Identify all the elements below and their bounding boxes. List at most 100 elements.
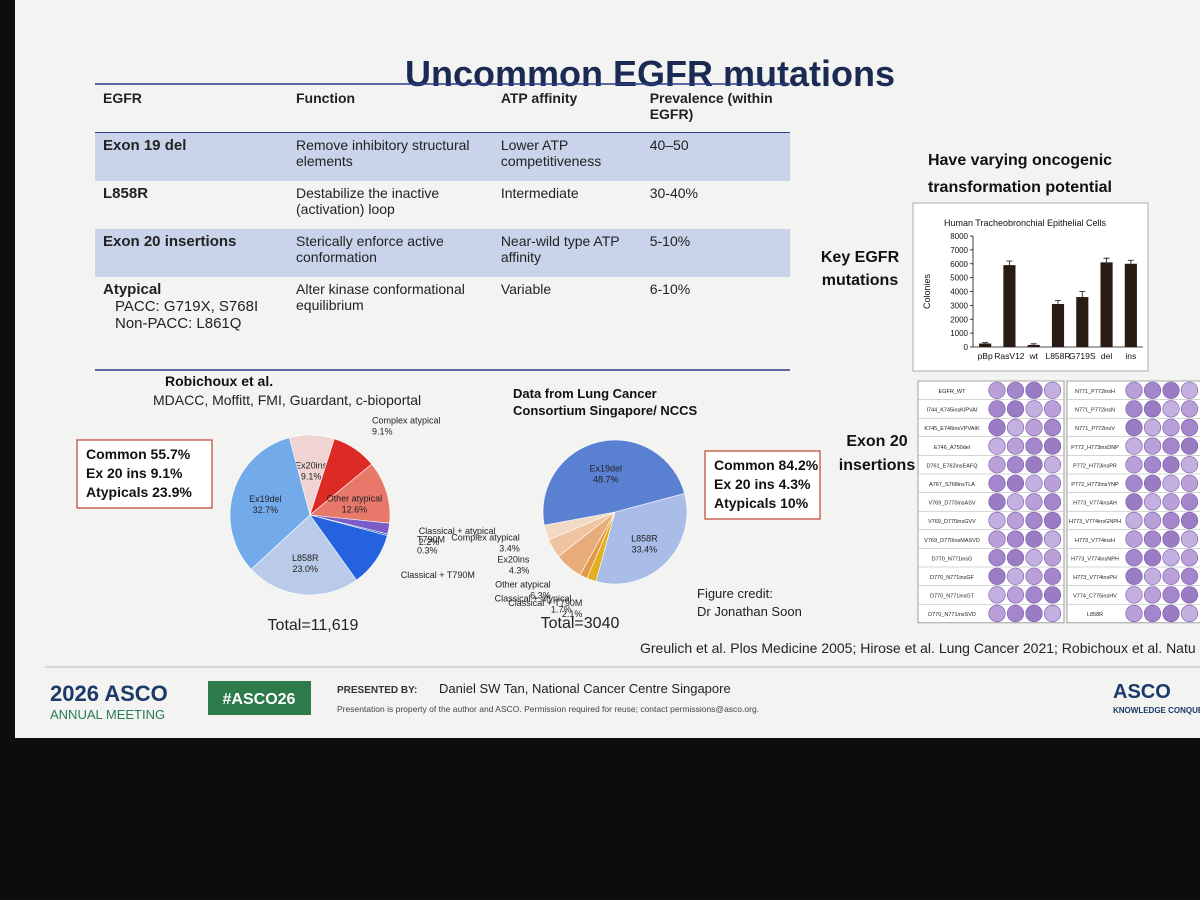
hashtag-box xyxy=(208,681,311,715)
plate-label: E746_A750del xyxy=(934,445,970,451)
plate-label: V769_D770insASV xyxy=(928,501,975,507)
pie-slice xyxy=(595,492,688,585)
plate-well xyxy=(1143,400,1162,418)
plate-well xyxy=(1006,549,1025,567)
plate-label: D761_E762insEAFQ xyxy=(926,463,978,469)
plate-well xyxy=(1162,418,1180,437)
plate-well xyxy=(988,418,1006,437)
table-cell: Destabilize the inactive (activation) lo… xyxy=(296,185,440,217)
plate-well xyxy=(1143,567,1162,585)
plate-label: P772_H773insYNP xyxy=(1071,482,1119,488)
slice-label: Other atypical 6.3% xyxy=(495,580,551,601)
plate-label: K745_E746insVPVAIK xyxy=(924,426,980,432)
footer-hashtag: #ASCO26 xyxy=(223,691,296,708)
plate-well xyxy=(1025,549,1043,567)
annotation-box xyxy=(704,450,821,520)
plate-label: N771_P772insV xyxy=(1075,426,1115,432)
error-bar xyxy=(1127,259,1134,264)
slice-value-label: 2.1% xyxy=(562,609,583,619)
table-cell-line: Non-PACC: L861Q xyxy=(115,315,242,332)
error-bar xyxy=(982,342,989,344)
plate-well xyxy=(988,400,1006,418)
plate-well xyxy=(988,604,1006,623)
plate-label: P772_H773insPR xyxy=(1073,463,1117,469)
slice-value-label: 48.7% xyxy=(593,474,619,484)
plate-label: D770_N771insSVD xyxy=(928,612,976,618)
right-heading: Have varying oncogenic xyxy=(928,152,1112,169)
slice-label: Classical + T790M xyxy=(401,570,475,580)
chart-title: Human Tracheobronchial Epithelial Cells xyxy=(944,218,1107,228)
slice-name: L858R xyxy=(292,553,319,563)
plate-well xyxy=(988,493,1006,511)
slice-value-label: 9.1% xyxy=(372,427,393,437)
table-cell-line: PACC: G719X, S768I xyxy=(115,298,259,315)
chart-title: Robichoux et al. xyxy=(165,373,273,389)
y-tick-label: 8000 xyxy=(950,232,968,241)
annotation: Atypicals 10% xyxy=(714,495,809,511)
presented-by: PRESENTED BY: xyxy=(337,685,417,696)
table-cell: Sterically enforce active conformation xyxy=(288,229,493,277)
slice-name: T790M xyxy=(417,534,445,544)
slice-name: Complex atypical xyxy=(372,416,441,426)
table-cell: Exon 19 del xyxy=(95,132,288,181)
slice-label: Classical + atypical 2.2% xyxy=(419,526,496,547)
plate-well xyxy=(1143,437,1162,455)
plate-label: H773_V774insH xyxy=(1075,538,1115,544)
slice-name: Classical + T790M xyxy=(401,570,475,580)
plate-well xyxy=(1143,493,1162,511)
footer-asco: ASCO xyxy=(1113,681,1171,703)
footer-brand: 2026 ASCO xyxy=(50,681,168,706)
plate-well xyxy=(1180,418,1199,437)
pie-slice xyxy=(250,514,357,596)
plate-well xyxy=(1125,549,1143,567)
table-cell: 6-10% xyxy=(649,281,691,297)
slice-value-label: 1.7% xyxy=(551,604,572,614)
plate-well xyxy=(1025,437,1043,455)
plate-well xyxy=(1025,400,1043,418)
exon20-label: insertions xyxy=(839,457,916,474)
slice-label: Classical + T790M 2.1% xyxy=(508,598,582,619)
slice-name: Ex20ins xyxy=(497,554,530,564)
plate-well xyxy=(1125,474,1143,492)
slice-value-label: 6.3% xyxy=(530,591,551,601)
plate-label: V769_D770insMASVD xyxy=(924,538,980,544)
footer-notice: Presentation is property of the author a… xyxy=(337,704,759,714)
slice-label: L858R 23.0% xyxy=(292,553,319,574)
plate-well xyxy=(1143,511,1162,530)
slice-name: Classical + atypical xyxy=(419,526,496,536)
plate-well xyxy=(1143,604,1162,623)
figure-credit: Figure credit: xyxy=(697,586,773,601)
y-tick-label: 2000 xyxy=(950,315,968,324)
error-bar xyxy=(1030,343,1037,345)
bar xyxy=(1076,297,1089,347)
bar xyxy=(1124,263,1137,347)
plate-well xyxy=(1180,493,1199,511)
presenter: Daniel SW Tan, National Cancer Centre Si… xyxy=(439,681,731,696)
plate-well xyxy=(1162,604,1180,623)
table-cell: Near-wild type ATP affinity xyxy=(492,229,642,277)
plate-well xyxy=(1125,456,1143,474)
plate-well xyxy=(1162,549,1180,567)
plate-well xyxy=(1162,586,1180,604)
slice-value-label: 2.2% xyxy=(419,537,440,547)
plate-well xyxy=(1180,586,1199,604)
x-tick-label: wt xyxy=(1028,351,1038,361)
slice-label: Other atypical 12.6% xyxy=(327,494,383,515)
table-cell: Remove inhibitory structural elements xyxy=(288,132,493,181)
slice-name: Complex atypical xyxy=(451,532,520,542)
slide-canvas: Uncommon EGFR mutations Have varying onc… xyxy=(45,53,1200,722)
plate-well xyxy=(1025,567,1043,585)
plate-well xyxy=(1043,530,1062,548)
bar xyxy=(1027,344,1040,347)
plate-well xyxy=(1025,456,1043,474)
y-tick-label: 7000 xyxy=(950,246,968,255)
pie-slice xyxy=(229,437,311,570)
slide: Uncommon EGFR mutations Have varying onc… xyxy=(15,0,1200,738)
table-header-cell: Prevalence (within EGFR) xyxy=(641,86,790,133)
plate-well xyxy=(1162,474,1180,492)
plate-well xyxy=(1125,493,1143,511)
plate-well xyxy=(1125,400,1143,418)
plate-well xyxy=(1143,456,1162,474)
plate-well xyxy=(1043,381,1062,399)
plate-well xyxy=(1025,586,1043,604)
